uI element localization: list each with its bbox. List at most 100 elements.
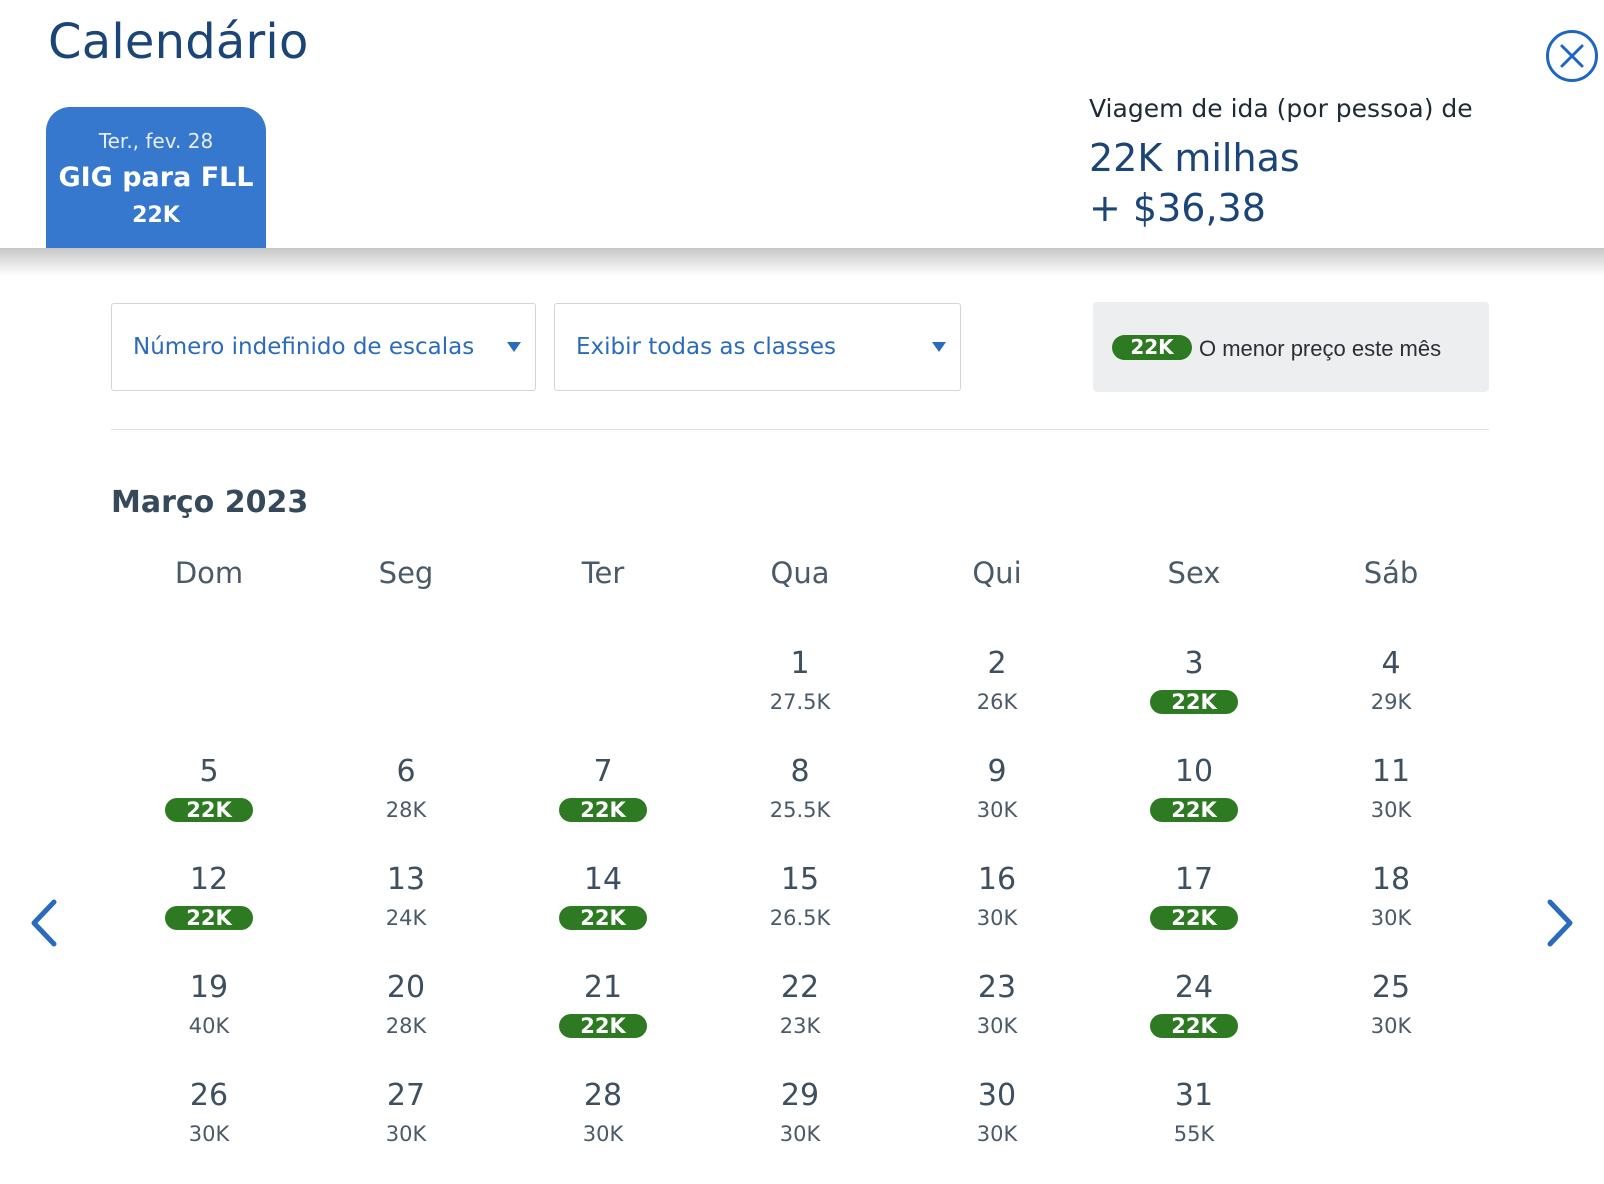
day-price: 26K [976,690,1018,714]
day-price: 26.5K [769,906,831,930]
stops-select-value: Número indefinido de escalas [133,334,475,360]
weekday-label: Dom [174,556,244,590]
calendar-day-cell[interactable]: 9 30K [899,754,1095,854]
stops-select[interactable]: Número indefinido de escalas [111,303,536,391]
weekday-label: Qua [770,556,830,590]
day-price-wrapper: 22K [111,906,307,930]
day-price: 30K [976,1014,1018,1038]
day-number: 12 [189,862,229,897]
lowest-price-legend: 22K O menor preço este mês [1093,302,1489,392]
close-button[interactable] [1546,30,1598,82]
calendar-day-cell[interactable]: 4 29K [1293,646,1489,746]
day-price-wrapper: 26K [899,690,1095,714]
day-number: 17 [1174,862,1214,897]
day-price-wrapper: 30K [1293,1014,1489,1038]
day-number: 27 [386,1078,426,1113]
day-price: 25.5K [769,798,831,822]
day-price: 24K [385,906,427,930]
previous-month-button[interactable] [24,898,64,948]
calendar-day-cell[interactable]: 23 30K [899,970,1095,1070]
month-title: Março 2023 [111,485,309,520]
calendar-day-cell[interactable]: 5 22K [111,754,307,854]
day-number: 3 [1184,646,1204,681]
calendar-day-cell[interactable]: 6 28K [308,754,504,854]
day-price-wrapper: 25.5K [702,798,898,822]
day-number: 29 [780,1078,820,1113]
chevron-right-icon [1547,899,1573,947]
day-number: 20 [386,970,426,1005]
day-number: 16 [977,862,1017,897]
day-number: 31 [1174,1078,1214,1113]
trip-tab[interactable]: Ter., fev. 28 GIG para FLL 22K [46,107,266,248]
calendar-day-cell[interactable]: 15 26.5K [702,862,898,962]
day-price-wrapper: 55K [1096,1122,1292,1146]
calendar-day-cell[interactable]: 2 26K [899,646,1095,746]
day-number: 5 [199,754,219,789]
calendar-day-cell[interactable]: 7 22K [505,754,701,854]
day-price-wrapper: 30K [702,1122,898,1146]
next-month-button[interactable] [1540,898,1580,948]
calendar-day-cell[interactable]: 20 28K [308,970,504,1070]
fare-miles: 22K milhas [1089,136,1300,180]
calendar-day-cell[interactable]: 8 25.5K [702,754,898,854]
calendar-day-cell[interactable]: 1 27.5K [702,646,898,746]
day-number: 7 [593,754,613,789]
day-price: 30K [1370,906,1412,930]
day-price: 23K [779,1014,821,1038]
calendar-day-cell[interactable]: 27 30K [308,1078,504,1178]
calendar-day-cell[interactable]: 12 22K [111,862,307,962]
trip-route: GIG para FLL [58,162,254,193]
day-number: 30 [977,1078,1017,1113]
day-price: 40K [188,1014,230,1038]
calendar-day-cell[interactable]: 14 22K [505,862,701,962]
day-number: 18 [1371,862,1411,897]
day-number: 6 [396,754,416,789]
calendar-day-cell[interactable]: 18 30K [1293,862,1489,962]
day-number: 26 [189,1078,229,1113]
weekday-label: Sáb [1363,556,1419,590]
day-price-wrapper: 30K [1293,906,1489,930]
calendar-day-cell[interactable]: 19 40K [111,970,307,1070]
lowest-price-badge: 22K [165,798,253,822]
calendar-day-cell[interactable]: 16 30K [899,862,1095,962]
day-price: 30K [976,906,1018,930]
day-price-wrapper: 22K [1096,906,1292,930]
day-number: 28 [583,1078,623,1113]
calendar-day-cell[interactable]: 21 22K [505,970,701,1070]
calendar-day-cell[interactable]: 11 30K [1293,754,1489,854]
day-price: 28K [385,1014,427,1038]
classes-select[interactable]: Exibir todas as classes [554,303,961,391]
close-circle-icon [1560,44,1584,68]
day-number: 23 [977,970,1017,1005]
calendar-day-cell[interactable]: 3 22K [1096,646,1292,746]
day-number: 22 [780,970,820,1005]
day-number: 21 [583,970,623,1005]
calendar-day-cell[interactable]: 30 30K [899,1078,1095,1178]
day-price-wrapper: 30K [899,1014,1095,1038]
day-price-wrapper: 26.5K [702,906,898,930]
day-price-wrapper: 24K [308,906,504,930]
lowest-price-badge: 22K [559,906,647,930]
weekday-label: Ter [581,556,625,590]
calendar-day-cell[interactable]: 26 30K [111,1078,307,1178]
day-price: 30K [1370,798,1412,822]
calendar-day-cell[interactable]: 28 30K [505,1078,701,1178]
calendar-day-cell[interactable]: 10 22K [1096,754,1292,854]
day-number: 8 [790,754,810,789]
calendar-day-cell[interactable]: 25 30K [1293,970,1489,1070]
day-price-wrapper: 30K [505,1122,701,1146]
trip-price: 22K [132,203,180,228]
calendar-day-cell[interactable]: 29 30K [702,1078,898,1178]
calendar-day-cell[interactable]: 13 24K [308,862,504,962]
classes-select-value: Exibir todas as classes [576,334,836,360]
weekday-label: Qui [972,556,1022,590]
day-price-wrapper: 22K [505,798,701,822]
day-number: 11 [1371,754,1411,789]
calendar-day-cell[interactable]: 22 23K [702,970,898,1070]
day-price: 27.5K [769,690,831,714]
calendar-day-cell[interactable]: 24 22K [1096,970,1292,1070]
calendar-day-cell[interactable]: 31 55K [1096,1078,1292,1178]
day-price: 30K [188,1122,230,1146]
calendar-day-cell[interactable]: 17 22K [1096,862,1292,962]
day-price: 28K [385,798,427,822]
